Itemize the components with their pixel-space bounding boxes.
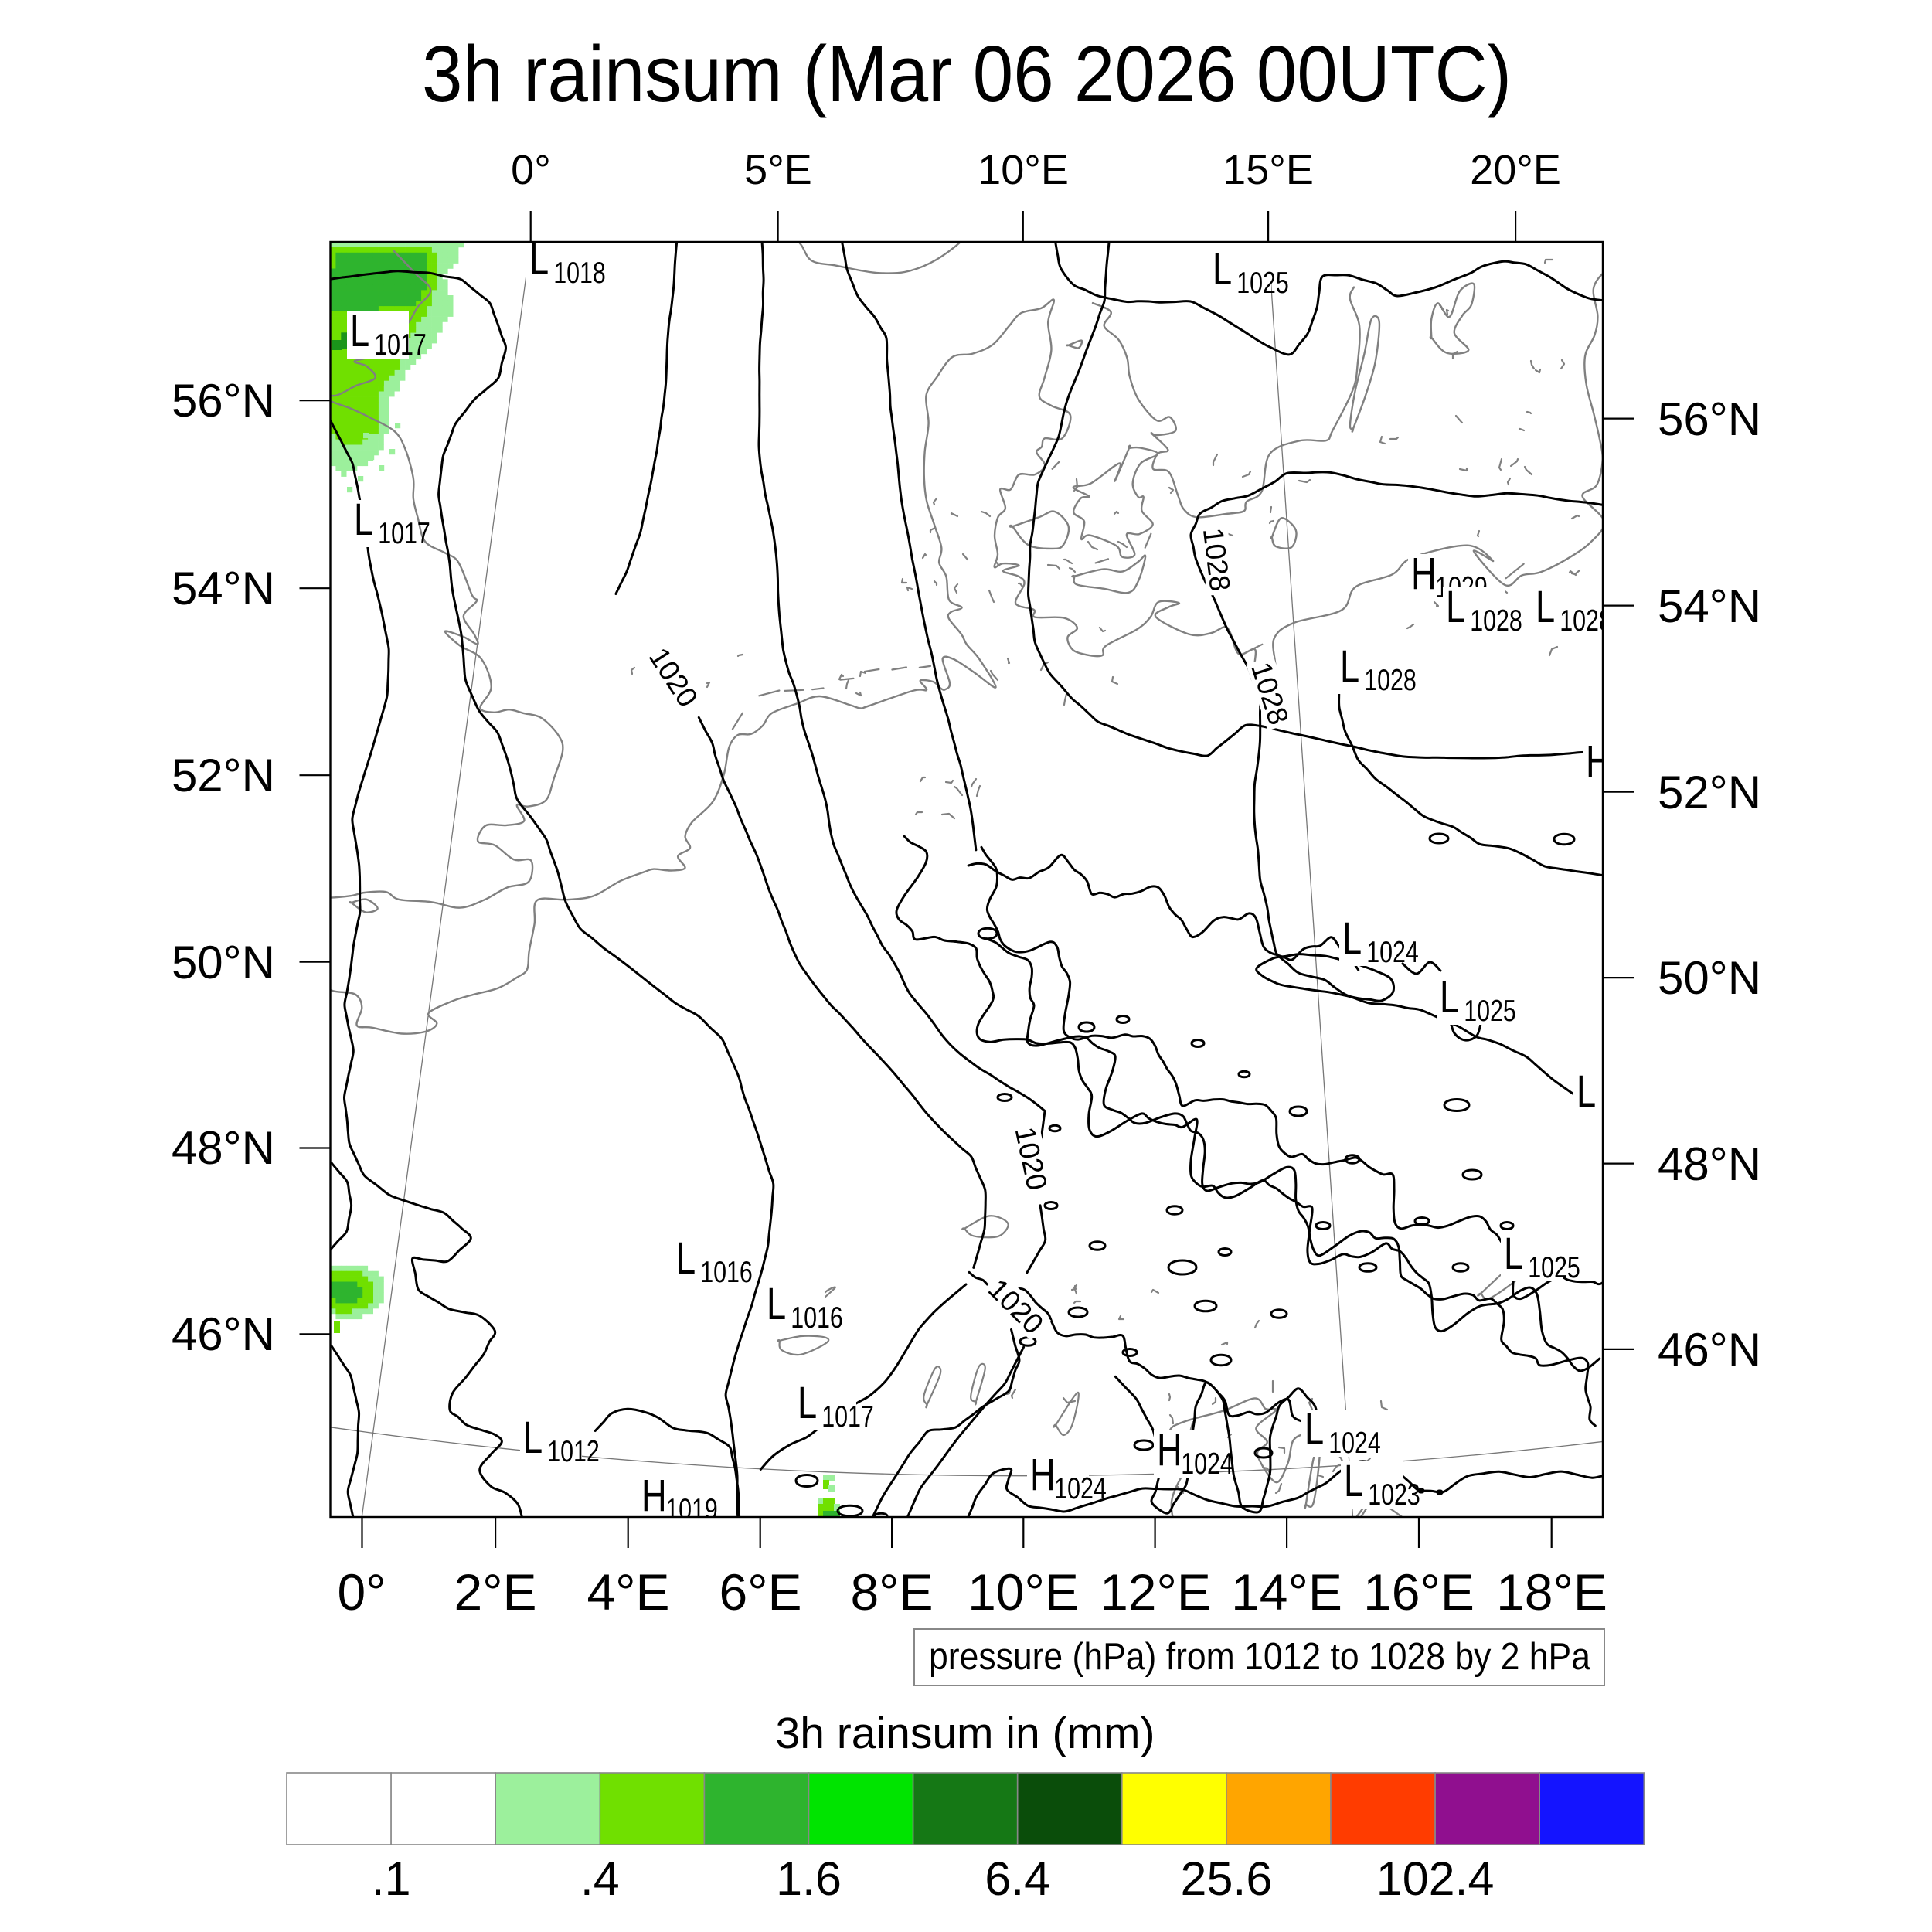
svg-text:1025: 1025 [1236,266,1289,299]
svg-text:L: L [354,495,373,546]
svg-text:1018: 1018 [553,256,606,289]
svg-text:H: H [1586,737,1611,787]
svg-text:H: H [1157,1426,1182,1476]
svg-text:L: L [798,1379,817,1429]
svg-text:L: L [523,1413,543,1464]
svg-text:1024: 1024 [1054,1471,1107,1505]
svg-text:1024: 1024 [1181,1447,1233,1480]
svg-text:L: L [1536,583,1555,633]
svg-text:1016: 1016 [700,1255,753,1288]
svg-text:3h rainsum in (mm): 3h rainsum in (mm) [776,1709,1155,1758]
svg-text:1025: 1025 [1528,1250,1580,1284]
svg-text:L: L [1340,642,1359,692]
svg-text:1016: 1016 [791,1301,843,1334]
svg-text:1017: 1017 [374,328,427,361]
svg-text:8°E: 8°E [850,1563,933,1621]
svg-text:1012: 1012 [547,1434,600,1468]
svg-text:H: H [1030,1451,1056,1501]
svg-text:48°N: 48°N [1658,1138,1761,1190]
svg-text:102.4: 102.4 [1376,1852,1495,1905]
svg-text:L: L [1577,1067,1596,1117]
svg-text:54°N: 54°N [172,563,275,614]
svg-text:54°N: 54°N [1658,580,1761,632]
svg-text:.1: .1 [372,1852,411,1905]
svg-text:10: 10 [1600,1088,1627,1121]
svg-text:1023: 1023 [1368,1478,1420,1511]
svg-text:L: L [1213,245,1232,295]
svg-text:6°E: 6°E [719,1563,801,1621]
svg-text:46°N: 46°N [172,1308,275,1360]
svg-text:10°E: 10°E [968,1563,1079,1621]
svg-text:50°N: 50°N [1658,952,1761,1004]
svg-text:L: L [676,1234,696,1284]
svg-text:L: L [529,235,549,285]
svg-text:1025: 1025 [1464,994,1516,1027]
svg-text:15°E: 15°E [1223,147,1314,193]
svg-text:18°E: 18°E [1496,1563,1607,1621]
svg-text:L: L [1342,914,1362,964]
svg-text:L: L [1504,1230,1523,1280]
svg-text:pressure (hPa) from 1012 to 10: pressure (hPa) from 1012 to 1028 by 2 hP… [929,1636,1591,1678]
svg-text:20°E: 20°E [1470,147,1561,193]
svg-text:L: L [1304,1405,1324,1455]
svg-text:1028: 1028 [1470,604,1522,637]
svg-text:1017: 1017 [378,516,430,549]
svg-text:1028: 1028 [1364,663,1417,696]
svg-text:16°E: 16°E [1363,1563,1475,1621]
svg-text:4°E: 4°E [587,1563,669,1621]
svg-text:25.6: 25.6 [1181,1852,1273,1905]
svg-text:L: L [767,1280,786,1330]
svg-text:L: L [1446,583,1465,633]
svg-text:1028: 1028 [1560,604,1612,637]
svg-text:1.6: 1.6 [776,1852,842,1905]
svg-text:6.4: 6.4 [985,1852,1050,1905]
svg-text:.4: .4 [580,1852,620,1905]
svg-text:L: L [1344,1457,1363,1507]
svg-text:1019: 1019 [665,1492,718,1526]
svg-text:2°E: 2°E [454,1563,536,1621]
svg-text:52°N: 52°N [1658,767,1761,818]
svg-text:5°E: 5°E [744,147,812,193]
svg-text:52°N: 52°N [172,750,275,801]
svg-text:48°N: 48°N [172,1122,275,1174]
svg-text:3h rainsum (Mar 06 2026 00UTC): 3h rainsum (Mar 06 2026 00UTC) [422,29,1512,118]
svg-text:0°: 0° [337,1563,386,1621]
svg-text:H: H [1411,549,1437,600]
svg-text:L: L [1440,973,1459,1023]
svg-text:L: L [350,307,369,357]
svg-text:50°N: 50°N [172,937,275,988]
svg-text:46°N: 46°N [1658,1324,1761,1376]
svg-text:1024: 1024 [1328,1426,1381,1459]
svg-text:1028: 1028 [1197,526,1236,594]
svg-text:56°N: 56°N [172,375,275,427]
svg-text:0°: 0° [511,147,551,193]
svg-text:1017: 1017 [821,1400,874,1433]
svg-text:12°E: 12°E [1100,1563,1211,1621]
svg-text:H: H [641,1471,667,1522]
svg-text:10°E: 10°E [978,147,1069,193]
svg-text:14°E: 14°E [1231,1563,1342,1621]
svg-text:56°N: 56°N [1658,393,1761,445]
svg-text:1024: 1024 [1366,935,1419,968]
